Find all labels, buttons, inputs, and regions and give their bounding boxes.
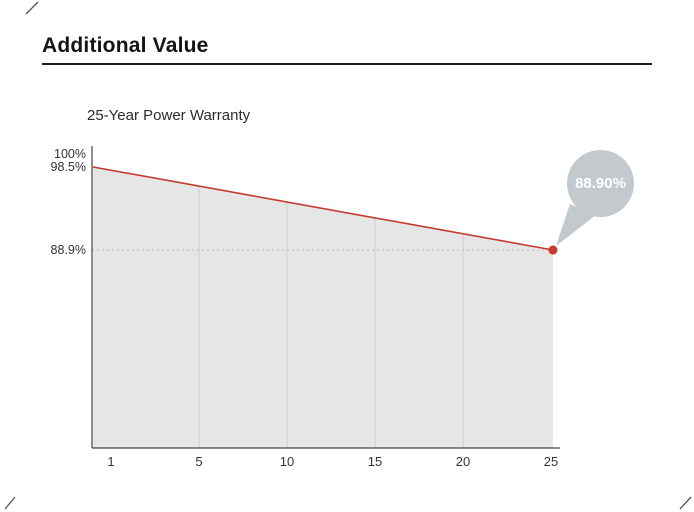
endpoint-dot [548,245,558,255]
x-tick-label: 1 [107,454,114,469]
x-tick-label: 5 [195,454,202,469]
x-tick-label: 20 [456,454,470,469]
warranty-line [92,166,554,251]
y-tick-label: 98.5% [51,160,86,174]
title-underline [42,63,652,65]
y-tick-label: 88.9% [51,243,86,257]
x-tick-label: 15 [368,454,382,469]
y-tick-label: 100% [54,147,86,161]
corner-mark [679,496,692,510]
callout-tail [556,204,596,246]
x-tick-label: 25 [544,454,558,469]
page-title: Additional Value [42,34,209,57]
corner-mark [25,1,39,15]
callout-bubble: 88.90% [567,150,634,217]
chart-subtitle: 25-Year Power Warranty [87,107,251,124]
warranty-area [93,166,553,448]
callout-value: 88.90% [575,175,626,192]
x-tick-label: 10 [280,454,294,469]
corner-mark [4,496,16,510]
